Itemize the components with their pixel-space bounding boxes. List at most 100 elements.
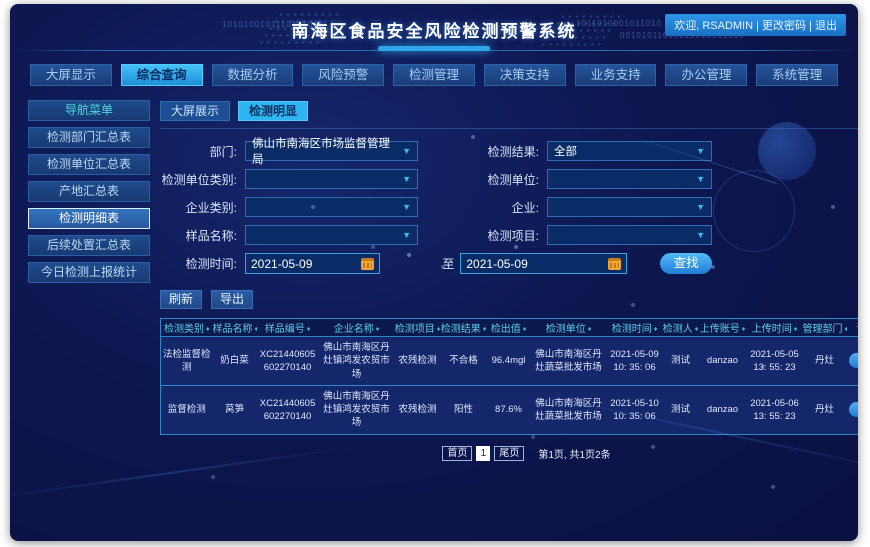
sidebar-item-today-report[interactable]: 今日检测上报统计 (28, 262, 150, 283)
sort-icon: ♦ (694, 326, 699, 333)
dept-label: 部门: (209, 144, 237, 159)
chevron-down-icon: ▼ (402, 230, 411, 240)
cell-sample-no: XC21440605602270140 (256, 336, 319, 386)
calendar-icon[interactable] (361, 257, 375, 270)
company-type-select[interactable]: ▼ (245, 197, 418, 217)
cell-result: 不合格 (440, 336, 487, 386)
content: 大屏展示 检测明显 部门: 佛山市南海区市场监督管理局 ▼ 检测结果: 全部 ▼ (160, 100, 858, 461)
header-glow-decor (378, 46, 490, 51)
col-upload-account[interactable]: 上传账号 ♦ (698, 318, 747, 337)
unit-type-label: 检测单位类别: (161, 172, 237, 187)
nav-tab-decision-support[interactable]: 决策支持 (483, 64, 566, 86)
cell-upload-account: danzao (698, 336, 747, 386)
nav-tab-risk-warning[interactable]: 风险预警 (302, 64, 385, 86)
pagination-last-button[interactable]: 尾页 (494, 445, 525, 461)
tab-test-detail[interactable]: 检测明显 (238, 101, 309, 121)
unit-type-select[interactable]: ▼ (245, 169, 418, 189)
table-row: 法检监督检测 奶白菜 XC21440605602270140 佛山市南海区丹灶镇… (160, 336, 858, 386)
cell-sample-name: 奶白菜 (212, 336, 257, 386)
main-nav: 大屏显示 综合查询 数据分析 风险预警 检测管理 决策支持 业务支持 办公管理 … (10, 52, 858, 94)
dept-select[interactable]: 佛山市南海区市场监督管理局 ▼ (245, 138, 418, 166)
sort-icon: ♦ (793, 326, 798, 333)
sort-icon: ♦ (205, 326, 210, 333)
detail-button[interactable]: 详情 (848, 353, 858, 369)
col-category[interactable]: 检测类别 ♦ (160, 318, 213, 337)
col-company[interactable]: 企业名称 ♦ (318, 318, 395, 337)
unit-select[interactable]: ▼ (547, 169, 712, 189)
sample-name-label: 样品名称: (185, 228, 237, 243)
cell-sample-no: XC21440605602270140 (256, 385, 319, 435)
test-time-label: 检测时间: (185, 257, 237, 271)
sort-icon: ♦ (436, 326, 441, 333)
sidebar-item-dept-summary[interactable]: 检测部门汇总表 (28, 127, 150, 148)
sort-icon: ♦ (653, 326, 658, 333)
col-value[interactable]: 检出值 ♦ (486, 318, 531, 337)
cell-value: 96.4mgl (486, 336, 531, 386)
test-item-select[interactable]: ▼ (547, 225, 712, 245)
col-tester[interactable]: 检测人 ♦ (662, 318, 699, 337)
date-from-value: 2021-05-09 (251, 256, 313, 271)
sidebar-item-origin-summary[interactable]: 产地汇总表 (28, 181, 150, 202)
cell-dept: 丹灶 (802, 385, 847, 435)
pagination-current-page[interactable]: 1 (476, 445, 491, 461)
col-unit[interactable]: 检测单位 ♦ (530, 318, 607, 337)
sort-icon: ♦ (255, 326, 257, 333)
cell-dept: 丹灶 (802, 336, 847, 386)
col-upload-time[interactable]: 上传时间 ♦ (746, 318, 803, 337)
cell-category: 法检监督检测 (160, 336, 213, 386)
refresh-button[interactable]: 刷新 (160, 290, 202, 309)
cell-sample-name: 莴笋 (212, 385, 257, 435)
date-from-input[interactable]: 2021-05-09 (245, 253, 381, 274)
tab-screen-show[interactable]: 大屏展示 (160, 101, 231, 121)
calendar-icon[interactable] (608, 257, 622, 270)
chevron-down-icon: ▼ (696, 202, 705, 212)
table-header-row: 检测类别♦ 样品名称♦ 样品编号♦ 企业名称♦ 检测项目♦ 检测结果♦ 检出值♦… (160, 318, 858, 337)
sort-icon: ♦ (845, 326, 847, 333)
table-row: 监督检测 莴笋 XC21440605602270140 佛山市南海区丹灶镇鸿发农… (160, 385, 858, 435)
result-select[interactable]: 全部 ▼ (547, 141, 712, 161)
sidebar-item-unit-summary[interactable]: 检测单位汇总表 (28, 154, 150, 175)
nav-tab-system-management[interactable]: 系统管理 (756, 64, 839, 86)
col-sample-no[interactable]: 样品编号 ♦ (256, 318, 319, 337)
content-tabs: 大屏展示 检测明显 (160, 101, 858, 121)
cell-item: 农残检测 (394, 385, 441, 435)
detail-button[interactable]: 详情 (848, 402, 858, 418)
search-button[interactable]: 查找 (660, 253, 712, 274)
sample-name-select[interactable]: ▼ (245, 225, 418, 245)
cell-detail: 详情 (846, 385, 858, 435)
sidebar-item-followup-summary[interactable]: 后续处置汇总表 (28, 235, 150, 256)
nav-tab-screen-display[interactable]: 大屏显示 (30, 64, 112, 86)
cell-test-time: 2021-05-10 10: 35: 06 (606, 385, 663, 435)
pagination: 首页 1 尾页 第1页, 共1页2条 (160, 445, 858, 461)
pagination-info: 第1页, 共1页2条 (538, 449, 611, 461)
col-sample-name[interactable]: 样品名称♦ (212, 318, 257, 337)
nav-tab-data-analysis[interactable]: 数据分析 (211, 64, 294, 86)
col-dept[interactable]: 管理部门♦ (802, 318, 847, 337)
date-to-input[interactable]: 2021-05-09 (460, 253, 628, 274)
col-result[interactable]: 检测结果 ♦ (440, 318, 487, 337)
cell-upload-time: 2021-05-06 13: 55: 23 (746, 385, 803, 435)
cell-unit: 佛山市南海区丹灶蔬菜批发市场 (530, 385, 607, 435)
col-detail[interactable]: 详情♦ (846, 318, 858, 337)
pagination-first-button[interactable]: 首页 (442, 445, 473, 461)
chevron-down-icon: ▼ (402, 146, 411, 156)
result-label: 检测结果: (487, 144, 539, 159)
nav-tab-comprehensive-query[interactable]: 综合查询 (120, 64, 203, 86)
nav-tab-business-support[interactable]: 业务支持 (574, 64, 657, 86)
dots-decor (10, 4, 12, 6)
nav-tab-test-management[interactable]: 检测管理 (393, 64, 475, 86)
cell-company: 佛山市南海区丹灶镇鸿发农贸市场 (318, 336, 395, 386)
company-type-label: 企业类别: (185, 200, 237, 215)
export-button[interactable]: 导出 (211, 290, 253, 309)
company-select[interactable]: ▼ (547, 197, 712, 217)
sort-icon: ♦ (482, 326, 487, 333)
user-bar[interactable]: 欢迎, RSADMIN | 更改密码 | 退出 (665, 14, 846, 36)
cell-upload-account: danzao (698, 385, 747, 435)
query-form: 部门: 佛山市南海区市场监督管理局 ▼ 检测结果: 全部 ▼ 检测单位类别: ▼ (160, 128, 858, 274)
dept-value: 佛山市南海区市场监督管理局 (252, 138, 390, 166)
col-test-time[interactable]: 检测时间 ♦ (606, 318, 663, 337)
nav-tab-office-management[interactable]: 办公管理 (665, 64, 748, 86)
col-item[interactable]: 检测项目 ♦ (394, 318, 441, 337)
binary-decor: 1010100101110101011 (222, 20, 324, 29)
sidebar-item-test-detail[interactable]: 检测明细表 (28, 208, 150, 229)
